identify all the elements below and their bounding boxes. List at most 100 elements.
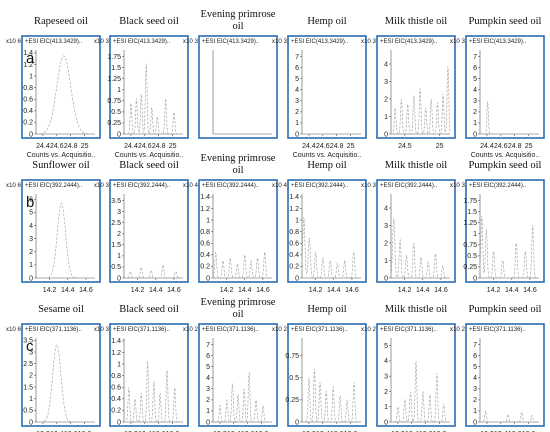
y-tick-label: 0.4 [200, 252, 210, 259]
y-tick-label: 0.4 [289, 252, 299, 259]
ion-header: +ESI EIC(413.3429).. [113, 39, 171, 45]
y-tick-label: 4 [29, 223, 33, 230]
y-tick-label: 0.6 [111, 385, 121, 392]
panel-frame [465, 179, 545, 283]
axis-multiplier: x10 2 [361, 326, 377, 333]
x-axis-label: Counts vs. Acquisitio.. [27, 152, 96, 159]
y-tick-label: 0.25 [107, 120, 121, 127]
y-tick-label: 1.75 [107, 54, 121, 61]
chart-panel: Sesame oil +ESI EIC(371.1136)..x10 6 c 0 0.5… [6, 304, 101, 432]
chromatogram-trace [36, 202, 95, 279]
y-tick-label: 3 [384, 79, 388, 86]
chart-title: Sunflower oil [32, 160, 90, 171]
y-tick-label: 1.5 [23, 384, 33, 391]
chart-panel: Milk thistle oil +ESI EIC(413.3429)..x10 … [361, 16, 456, 150]
axis-multiplier: x10 2 [183, 326, 199, 333]
y-tick-label: 1.5 [111, 242, 121, 249]
panel-frame [109, 179, 189, 283]
x-tick-label: 24.6 [494, 143, 508, 150]
chromatogram-trace [124, 63, 183, 135]
chromatogram-trace [124, 361, 183, 423]
y-tick-label: 0.8 [23, 85, 33, 92]
y-tick-label: 2 [473, 109, 477, 116]
chromatogram-trace [124, 263, 183, 279]
y-tick-label: 2.5 [111, 220, 121, 227]
y-tick-label: 3 [384, 223, 388, 230]
chart-panel: Evening primrose oil +ESI EIC(392.2444)..x… [183, 153, 278, 294]
chart-title: Sesame oil [38, 304, 84, 315]
x-tick-label: 14.6 [523, 287, 537, 294]
panel-letter: a [26, 50, 35, 67]
x-tick-label: 14.6 [79, 287, 93, 294]
y-tick-label: 0.2 [111, 408, 121, 415]
chart-title: Pumpkin seed oil [469, 304, 542, 315]
y-tick-label: 4 [473, 375, 477, 382]
panel-frame [109, 35, 189, 139]
y-tick-label: 0.4 [23, 108, 33, 115]
chromatogram-trace [301, 217, 361, 279]
ion-header: +ESI EIC(371.1136).. [291, 327, 348, 333]
y-tick-label: 5 [29, 210, 33, 217]
y-tick-label: 1.4 [289, 194, 299, 201]
ion-header: +ESI EIC(392.2444).. [25, 183, 83, 189]
chart-panel: Pumpkin seed oil +ESI EIC(413.3429)..x10 … [450, 16, 545, 159]
x-tick-label: 25 [81, 143, 89, 150]
x-tick-label: 24.6 [316, 143, 330, 150]
ion-header: +ESI EIC(413.3429).. [469, 39, 527, 45]
y-tick-label: 0.25 [285, 397, 299, 404]
panel-frame [198, 323, 278, 427]
x-tick-label: 24.4 [302, 143, 316, 150]
axis-multiplier: x10 3 [94, 38, 110, 45]
chart-title: Pumpkin seed oil [469, 160, 542, 171]
y-tick-label: 3 [384, 373, 388, 380]
axis-multiplier: x10 2 [272, 326, 288, 333]
y-tick-label: 1.25 [107, 76, 121, 83]
y-tick-label: 1 [473, 120, 477, 127]
axis-multiplier: x10 6 [6, 38, 22, 45]
x-axis-label: Counts vs. Acquisitio.. [293, 152, 362, 159]
x-tick-label: 14.4 [61, 287, 75, 294]
chart-title: Evening primrose oil [201, 153, 276, 176]
y-tick-label: 1 [29, 396, 33, 403]
y-tick-label: 2 [29, 249, 33, 256]
y-tick-label: 0.2 [23, 120, 33, 127]
y-tick-label: 7 [473, 54, 477, 61]
y-tick-label: 3 [117, 209, 121, 216]
y-tick-label: 0.5 [467, 253, 477, 260]
x-tick-label: 24.6 [138, 143, 152, 150]
chart-title: Black seed oil [119, 304, 179, 315]
ion-header: +ESI EIC(392.2444).. [202, 183, 260, 189]
y-tick-label: 0.6 [289, 241, 299, 248]
y-tick-label: 6 [295, 65, 299, 72]
y-tick-label: 3.5 [111, 198, 121, 205]
y-tick-label: 0 [295, 131, 299, 138]
x-tick-label: 24.5 [398, 143, 412, 150]
y-tick-label: 3 [295, 98, 299, 105]
x-tick-label: 14.6 [167, 287, 181, 294]
y-tick-label: 1 [206, 408, 210, 415]
ion-header: +ESI EIC(371.1136).. [469, 327, 526, 333]
chart-title: Hemp oil [307, 16, 346, 27]
y-tick-label: 4 [295, 87, 299, 94]
x-axis-label: Counts vs. Acquisitio.. [471, 152, 540, 159]
y-tick-label: 1.4 [23, 50, 33, 57]
chart-panel: Black seed oil +ESI EIC(392.2444)..x10 3 0… [94, 160, 189, 294]
x-tick-label: 24.4 [480, 143, 494, 150]
y-tick-label: 2 [384, 389, 388, 396]
axis-multiplier: x10 3 [183, 38, 199, 45]
y-tick-label: 4 [384, 205, 388, 212]
y-tick-label: 1.25 [463, 220, 477, 227]
x-tick-label: 14.6 [256, 287, 270, 294]
y-tick-label: 2.5 [23, 361, 33, 368]
y-tick-label: 0 [384, 131, 388, 138]
y-tick-label: 1.2 [200, 206, 210, 213]
chromatogram-trace [36, 344, 95, 423]
x-tick-label: 14.2 [131, 287, 145, 294]
panel-frame [376, 35, 456, 139]
chart-panel: Black seed oil +ESI EIC(371.1136)..x10 3 0… [94, 304, 189, 432]
y-tick-label: 0.8 [289, 229, 299, 236]
x-tick-label: 14.4 [238, 287, 252, 294]
axis-multiplier: x10 3 [94, 326, 110, 333]
chart-title: Evening primrose oil [201, 297, 276, 320]
y-tick-label: 7 [295, 54, 299, 61]
